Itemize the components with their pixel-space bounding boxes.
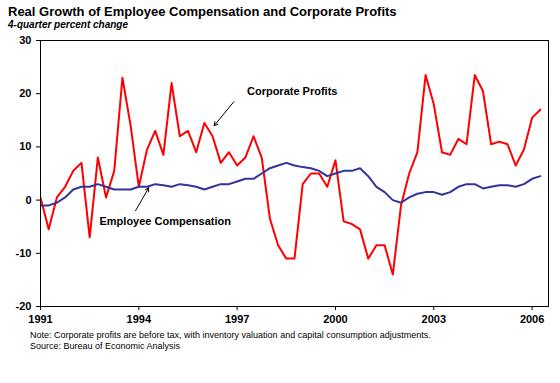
svg-text:2003: 2003: [422, 313, 446, 325]
svg-text:Employee Compensation: Employee Compensation: [99, 215, 231, 227]
svg-text:-10: -10: [16, 247, 32, 259]
svg-text:20: 20: [19, 87, 31, 99]
svg-text:1991: 1991: [28, 313, 52, 325]
svg-text:1994: 1994: [127, 313, 152, 325]
html-text:Source: Bureau of Economic Ana: Source: Bureau of Economic Analysis: [30, 341, 181, 351]
svg-text:0: 0: [25, 194, 31, 206]
svg-text:2006: 2006: [520, 313, 544, 325]
html-text:Real Growth of Employee Compen: Real Growth of Employee Compensation and…: [8, 4, 397, 19]
svg-text:-20: -20: [16, 300, 32, 312]
html-text:Note: Corporate profits are be: Note: Corporate profits are before tax, …: [30, 330, 431, 340]
html-text:4-quarter percent change: 4-quarter percent change: [8, 19, 128, 30]
svg-text:Corporate Profits: Corporate Profits: [247, 85, 337, 97]
svg-text:30: 30: [19, 34, 31, 46]
svg-text:10: 10: [19, 140, 31, 152]
svg-text:1997: 1997: [225, 313, 249, 325]
svg-text:2000: 2000: [323, 313, 347, 325]
